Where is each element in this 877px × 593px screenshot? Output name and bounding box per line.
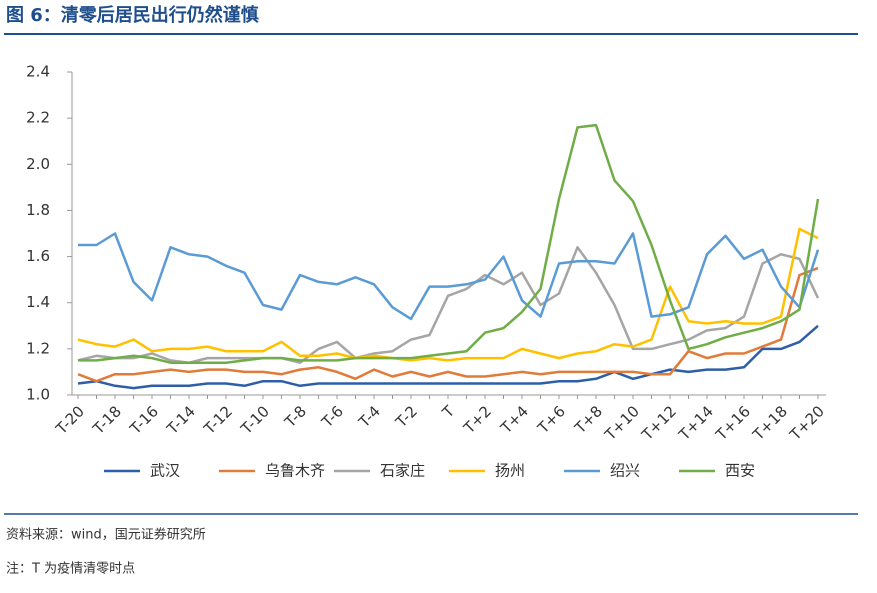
x-tick-label: T+8 [570,402,606,438]
legend-label: 西安 [725,462,755,480]
x-tick-label: T+6 [533,402,569,438]
series-line [77,246,820,364]
x-tick-label: T+2 [459,402,495,438]
legend-label: 扬州 [495,462,525,480]
x-tick-label: T-8 [280,402,310,432]
y-tick-label: 2.0 [26,155,50,173]
chart-title: 图 6：清零后居民出行仍然谨慎 [6,4,259,26]
legend-label: 石家庄 [380,462,425,480]
x-tick-label: T-10 [237,402,273,438]
x-tick-label: T+14 [675,402,717,444]
source: 资料来源：wind，国元证券研究所 [6,527,206,543]
y-tick-label: 1.2 [26,339,50,357]
x-tick-label: T+18 [749,402,791,444]
x-tick-label: T-12 [200,402,236,438]
x-tick-label: T [438,402,459,423]
x-tick-label: T-4 [354,402,384,432]
series-line [78,232,820,321]
x-tick-label: T+20 [786,402,828,444]
y-tick-label: 2.4 [26,63,50,81]
series-line [77,227,819,362]
x-tick-label: T+10 [601,402,643,444]
y-tick-label: 1.0 [26,386,50,404]
series-line [77,266,819,383]
x-tick-label: T+12 [638,402,680,444]
y-tick-label: 1.4 [26,293,50,311]
note: 注：T 为疫情清零时点 [6,561,135,577]
legend-label: 武汉 [150,462,180,480]
x-tick-label: T+16 [712,402,754,444]
legend-label: 绍兴 [610,462,640,480]
y-tick-label: 1.8 [26,201,50,219]
y-tick-label: 2.2 [26,109,50,127]
x-tick-label: T-18 [89,402,125,438]
x-tick-label: T-16 [126,402,162,438]
x-tick-label: T+4 [496,402,532,438]
series-line [77,324,819,390]
x-tick-label: T-20 [52,402,88,438]
series-line [78,123,820,364]
legend-label: 乌鲁木齐 [265,462,325,480]
y-tick-label: 1.6 [26,247,50,265]
x-tick-label: T-2 [391,402,421,432]
x-tick-label: T-14 [163,402,199,438]
x-tick-label: T-6 [317,402,347,432]
